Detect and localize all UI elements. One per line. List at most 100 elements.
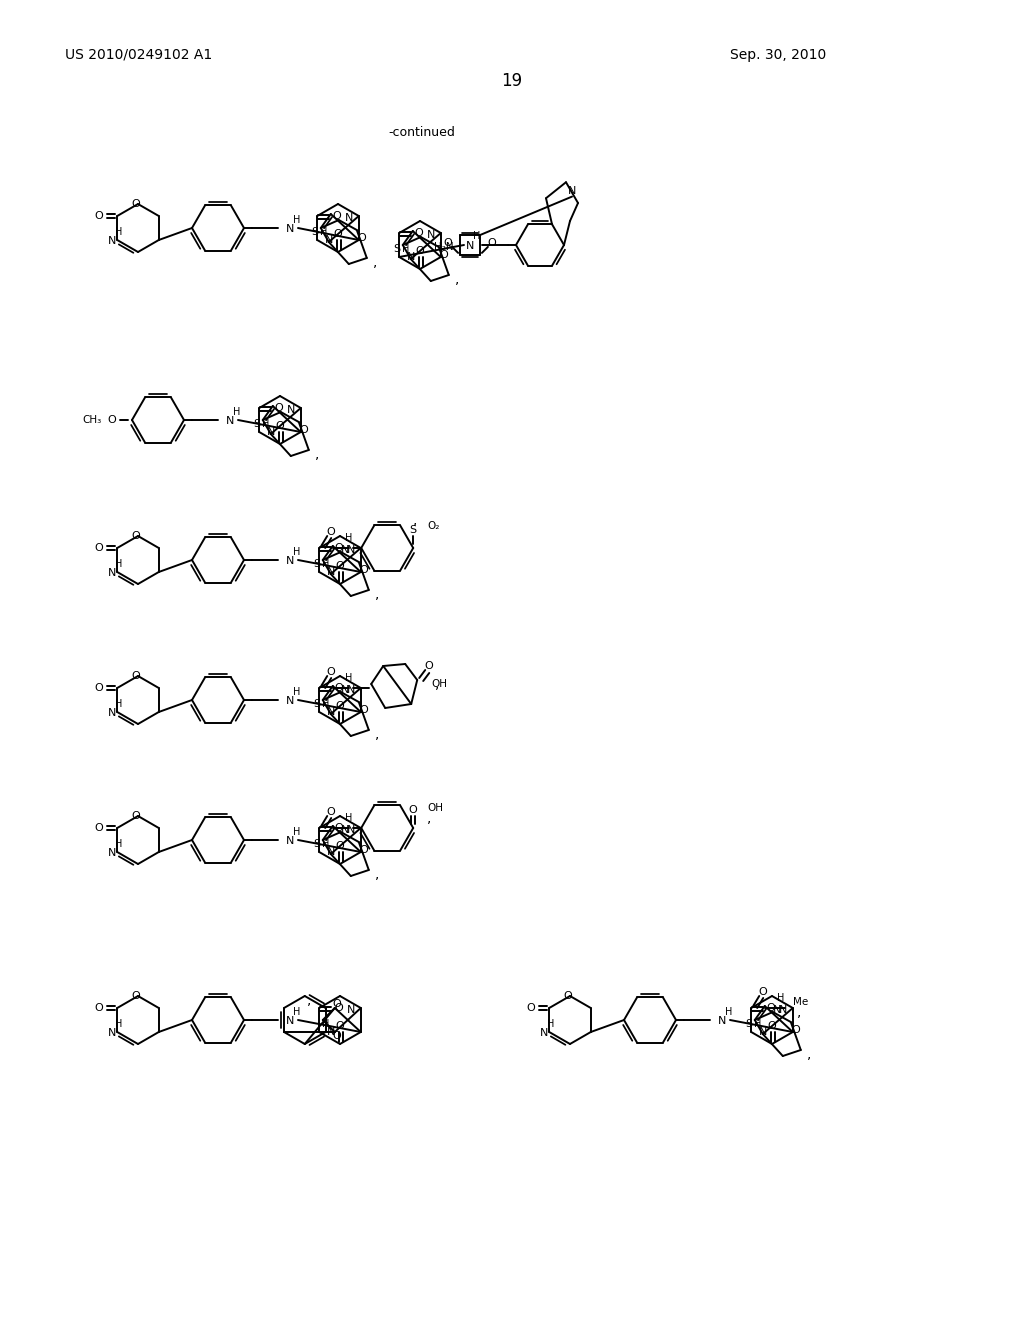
Text: H: H (293, 1007, 300, 1016)
Text: S: S (745, 1019, 753, 1030)
Text: H: H (261, 418, 269, 429)
Text: O: O (336, 701, 344, 711)
Text: O: O (335, 543, 344, 553)
Text: O: O (274, 403, 284, 413)
Text: N: N (286, 224, 294, 234)
Text: CH₃: CH₃ (83, 414, 102, 425)
Text: ,: , (375, 727, 379, 741)
Text: H: H (322, 700, 329, 709)
Text: N: N (286, 1016, 294, 1026)
Text: O: O (416, 246, 424, 256)
Text: O: O (132, 671, 140, 681)
Text: H₂N: H₂N (434, 242, 454, 252)
Text: S: S (253, 418, 260, 429)
Text: ,: , (797, 1005, 802, 1019)
Text: O: O (487, 238, 497, 248)
Text: Sep. 30, 2010: Sep. 30, 2010 (730, 48, 826, 62)
Text: N: N (759, 1027, 768, 1038)
Text: O: O (132, 199, 140, 209)
Text: H: H (293, 828, 300, 837)
Text: O: O (327, 527, 336, 537)
Text: H: H (115, 227, 122, 238)
Text: H: H (233, 407, 241, 417)
Text: H: H (293, 546, 300, 557)
Text: N: N (226, 416, 234, 426)
Text: O: O (767, 1003, 775, 1012)
Text: ,: , (306, 993, 311, 1007)
Text: ,: , (435, 677, 439, 690)
Text: ,: , (455, 272, 459, 286)
Text: N: N (328, 1027, 336, 1038)
Text: OH: OH (431, 678, 447, 689)
Text: ,: , (375, 587, 379, 601)
Text: H: H (293, 686, 300, 697)
Text: O: O (95, 682, 103, 693)
Text: O: O (335, 682, 344, 693)
Text: H: H (473, 231, 480, 242)
Text: O: O (443, 238, 453, 248)
Text: OH: OH (427, 803, 443, 813)
Text: O: O (95, 1003, 103, 1012)
Text: ,: , (314, 447, 318, 461)
Text: N: N (328, 568, 336, 577)
Text: O: O (327, 667, 336, 677)
Text: O: O (108, 414, 116, 425)
Text: N: N (108, 236, 116, 246)
Text: H: H (345, 673, 352, 682)
Text: O: O (299, 425, 308, 436)
Text: N: N (286, 836, 294, 846)
Text: H: H (293, 215, 300, 224)
Text: N: N (267, 426, 275, 437)
Text: O: O (357, 234, 367, 243)
Text: O: O (334, 228, 342, 239)
Text: ,: , (427, 810, 431, 825)
Text: N: N (286, 696, 294, 706)
Text: N: N (718, 1016, 726, 1026)
Text: H: H (777, 993, 784, 1003)
Text: O: O (132, 531, 140, 541)
Text: O: O (759, 987, 768, 997)
Text: H: H (322, 1019, 329, 1030)
Text: S: S (313, 558, 321, 569)
Text: H: H (115, 558, 122, 569)
Text: O: O (327, 807, 336, 817)
Text: H: H (115, 840, 122, 849)
Text: O: O (359, 705, 369, 715)
Text: N: N (328, 708, 336, 717)
Text: O: O (415, 228, 424, 238)
Text: N: N (344, 213, 353, 223)
Text: N: N (341, 685, 349, 696)
Text: O: O (333, 1031, 341, 1041)
Text: N: N (286, 556, 294, 566)
Text: O: O (409, 805, 418, 814)
Text: S: S (410, 525, 417, 535)
Text: H: H (401, 244, 409, 253)
Text: N: N (287, 405, 295, 414)
Text: O: O (333, 211, 342, 220)
Text: S: S (393, 244, 400, 253)
Text: O: O (336, 841, 344, 851)
Text: N: N (568, 186, 577, 195)
Text: O: O (359, 845, 369, 855)
Text: O₂: O₂ (427, 521, 439, 531)
Text: N: N (328, 847, 336, 857)
Text: H: H (547, 1019, 554, 1030)
Text: N: N (108, 847, 116, 858)
Text: O: O (275, 421, 285, 432)
Text: O: O (95, 543, 103, 553)
Text: ,: , (807, 1047, 811, 1061)
Text: N: N (346, 545, 354, 554)
Text: US 2010/0249102 A1: US 2010/0249102 A1 (65, 48, 212, 62)
Text: H: H (115, 700, 122, 709)
Text: O: O (95, 211, 103, 220)
Text: Me: Me (794, 997, 809, 1007)
Text: O: O (335, 1003, 344, 1012)
Text: N: N (341, 825, 349, 836)
Text: O: O (333, 999, 341, 1008)
Text: N: N (108, 1028, 116, 1038)
Text: O: O (425, 661, 433, 671)
Text: -continued: -continued (388, 125, 455, 139)
Text: O: O (336, 1020, 344, 1031)
Text: 19: 19 (502, 73, 522, 90)
Text: S: S (313, 840, 321, 849)
